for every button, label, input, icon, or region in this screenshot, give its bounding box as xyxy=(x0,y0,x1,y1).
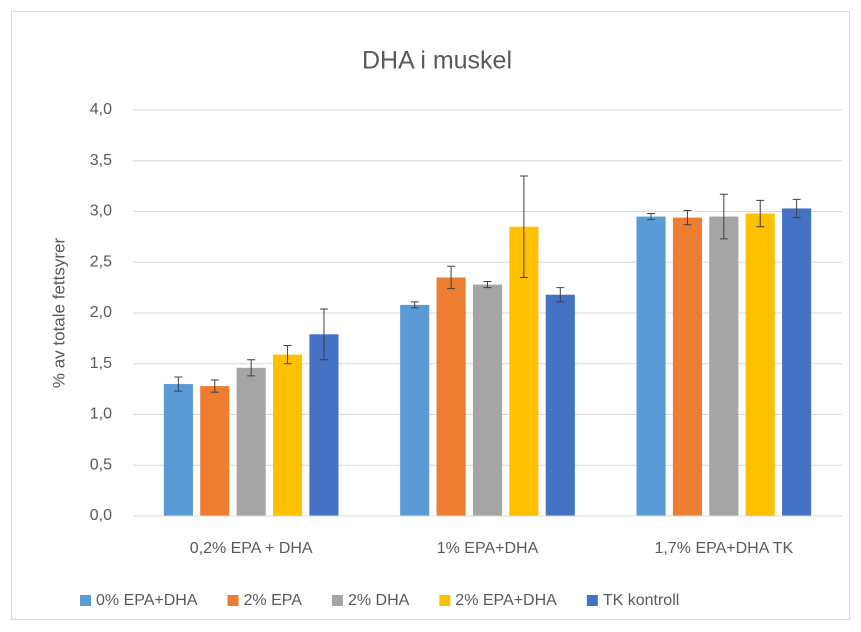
legend-label: 0% EPA+DHA xyxy=(96,592,198,609)
error-bar xyxy=(210,379,219,393)
error-bar xyxy=(756,199,765,228)
y-tick-label: 3,0 xyxy=(90,203,112,220)
error-bar xyxy=(556,287,565,303)
error-bar xyxy=(410,301,419,309)
x-tick-label: 1,7% EPA+DHA TK xyxy=(655,540,794,557)
y-tick-label: 0,5 xyxy=(90,456,112,473)
bar xyxy=(200,386,230,516)
error-bar xyxy=(319,308,328,361)
bar xyxy=(672,217,702,516)
legend-swatch xyxy=(439,595,451,606)
error-bar xyxy=(683,209,692,226)
error-bar xyxy=(247,359,256,377)
error-bar xyxy=(719,193,728,240)
bar xyxy=(236,367,266,516)
y-tick-label: 1,0 xyxy=(90,406,112,423)
y-tick-label: 4,0 xyxy=(90,101,112,118)
bar xyxy=(309,334,339,516)
error-bar xyxy=(647,213,656,221)
bar xyxy=(472,284,503,516)
bar xyxy=(745,213,775,516)
legend-label: 2% DHA xyxy=(348,592,410,609)
bar xyxy=(163,384,193,516)
error-bar xyxy=(174,376,183,392)
legend-swatch xyxy=(227,595,239,606)
y-tick-label: 2,5 xyxy=(90,253,112,270)
x-tick-label: 0,2% EPA + DHA xyxy=(190,540,313,557)
legend-label: 2% EPA+DHA xyxy=(455,592,557,609)
legend-label: TK kontroll xyxy=(603,592,679,609)
error-bar xyxy=(519,175,528,278)
bar xyxy=(436,277,466,516)
bar xyxy=(636,216,666,516)
error-bar xyxy=(792,198,801,219)
chart-title: DHA i muskel xyxy=(362,47,512,75)
y-tick-label: 0,0 xyxy=(90,507,112,524)
legend-label: 2% EPA xyxy=(244,592,303,609)
bar xyxy=(273,354,303,516)
bar xyxy=(400,304,430,516)
bar xyxy=(782,208,812,516)
legend-swatch xyxy=(586,595,598,606)
legend-swatch xyxy=(331,595,343,606)
y-tick-label: 2,0 xyxy=(90,304,112,321)
y-tick-label: 1,5 xyxy=(90,355,112,372)
bar xyxy=(545,294,575,516)
error-bar xyxy=(483,281,492,289)
bar xyxy=(709,216,739,516)
x-tick-label: 1% EPA+DHA xyxy=(437,540,539,557)
y-tick-label: 3,5 xyxy=(90,152,112,169)
legend-swatch xyxy=(80,595,91,606)
y-axis-label: % av totale fettsyrer xyxy=(49,238,68,389)
error-bar xyxy=(283,344,292,365)
error-bar xyxy=(447,265,456,290)
